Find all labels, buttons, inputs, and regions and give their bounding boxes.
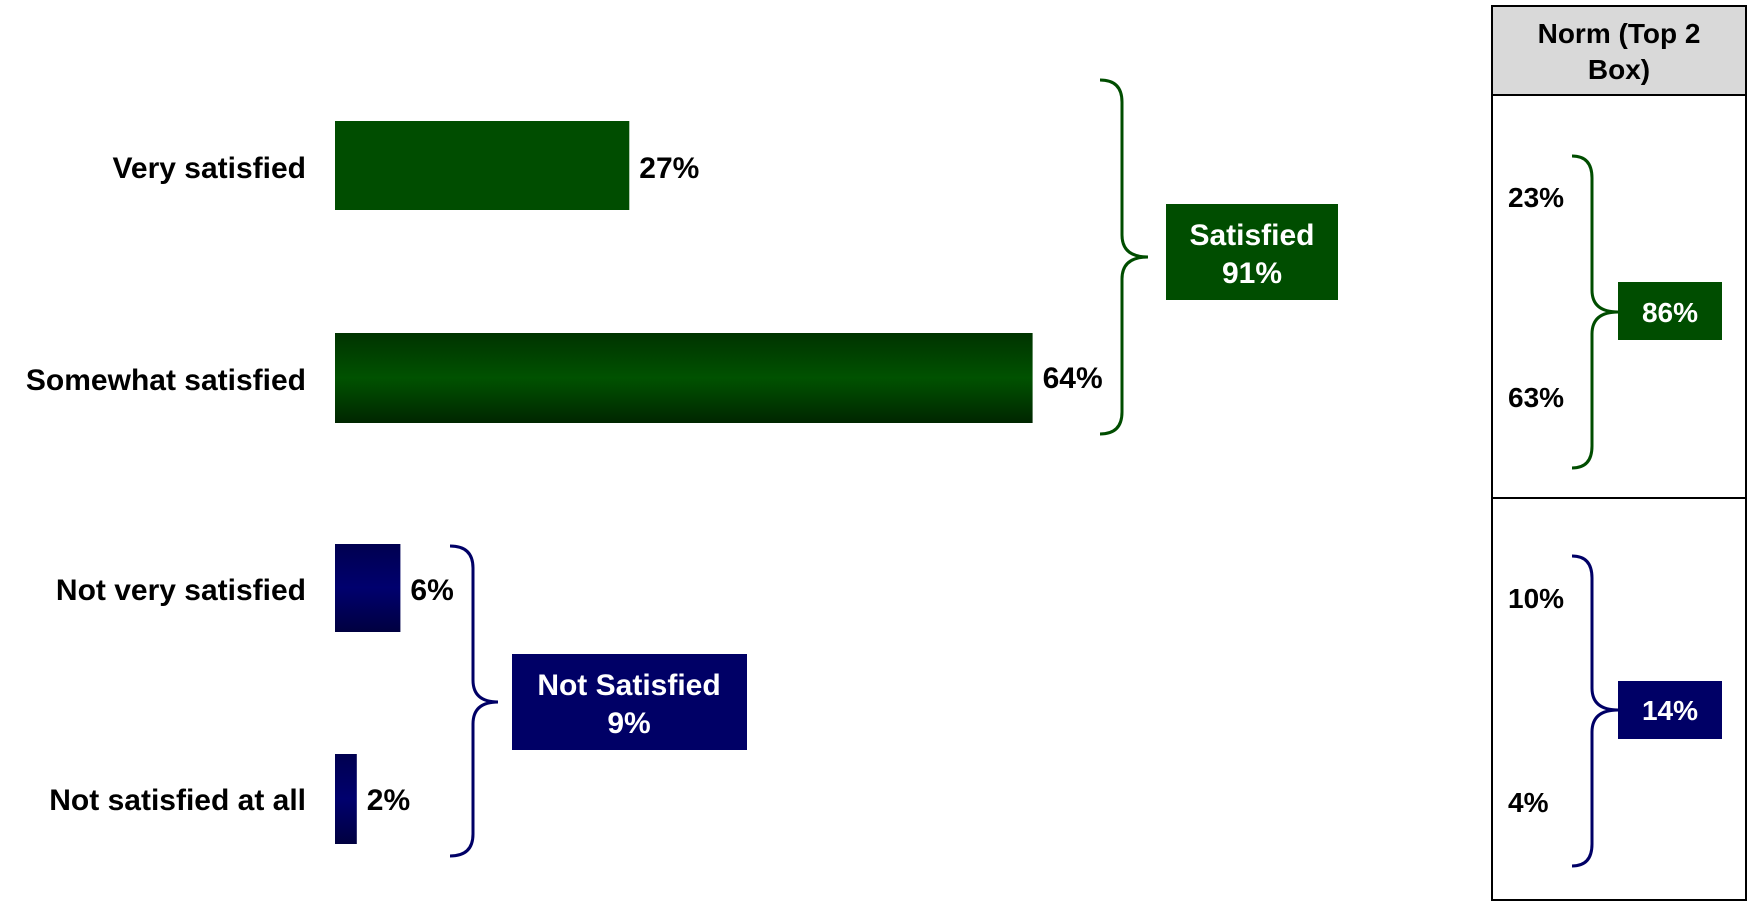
norm-satisfied-total-box	[1618, 282, 1722, 340]
satisfied-summary-value: 91%	[1222, 257, 1282, 290]
norm-not-satisfied-total: 14%	[1642, 695, 1698, 726]
norm-value-not-satisfied-at-all: 4%	[1508, 787, 1549, 818]
satisfied-summary-label: Satisfied	[1189, 219, 1314, 252]
value-label-not-very-satisfied: 6%	[410, 574, 453, 607]
norm-header-line-2: Box)	[1588, 54, 1650, 85]
not-satisfied-summary-label: Not Satisfied	[537, 669, 720, 702]
category-label-not-very-satisfied: Not very satisfied	[56, 574, 306, 607]
bar-very-satisfied	[335, 121, 630, 210]
bar-somewhat-satisfied	[335, 333, 1033, 423]
norm-satisfied-total: 86%	[1642, 297, 1698, 328]
not-satisfied-brace	[449, 544, 499, 858]
value-label-very-satisfied: 27%	[639, 152, 699, 185]
satisfied-brace	[1099, 78, 1149, 436]
norm-value-very-satisfied: 23%	[1508, 182, 1564, 213]
norm-value-not-very-satisfied: 10%	[1508, 583, 1564, 614]
category-label-not-satisfied-at-all: Not satisfied at all	[49, 784, 306, 817]
not-satisfied-summary-value: 9%	[607, 707, 650, 740]
bar-not-very-satisfied	[335, 544, 401, 632]
satisfied-summary-box	[1166, 204, 1338, 300]
value-label-not-satisfied-at-all: 2%	[367, 784, 410, 817]
category-label-very-satisfied: Very satisfied	[113, 152, 306, 185]
category-label-somewhat-satisfied: Somewhat satisfied	[26, 364, 306, 397]
value-label-somewhat-satisfied: 64%	[1043, 362, 1103, 395]
norm-value-somewhat-satisfied: 63%	[1508, 382, 1564, 413]
bar-not-satisfied-at-all	[335, 754, 357, 844]
norm-not-satisfied-total-box	[1618, 681, 1722, 739]
norm-header-line-1: Norm (Top 2	[1538, 18, 1701, 49]
not-satisfied-summary-box	[512, 654, 747, 750]
